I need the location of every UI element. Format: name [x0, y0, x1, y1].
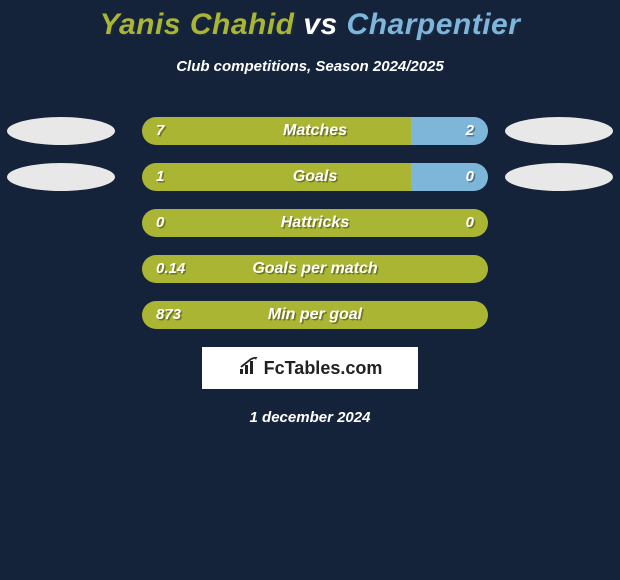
player1-name: Yanis Chahid	[100, 8, 295, 41]
date-label: 1 december 2024	[0, 409, 620, 426]
player1-ellipse	[7, 163, 115, 191]
bar-left-segment	[142, 209, 488, 237]
stat-row: Hattricks00	[5, 209, 615, 237]
player2-ellipse	[505, 117, 613, 145]
logo-text: FcTables.com	[264, 358, 383, 379]
bar-left-segment	[142, 117, 411, 145]
stat-row: Goals10	[5, 163, 615, 191]
stat-rows: Matches72 Goals10 Hattricks00 Goals per mat…	[0, 117, 620, 329]
stat-bar: Goals10	[142, 163, 488, 191]
player1-ellipse	[7, 117, 115, 145]
stat-bar: Matches72	[142, 117, 488, 145]
page-title: Yanis Chahid vs Charpentier	[0, 8, 620, 42]
logo-box: FcTables.com	[202, 347, 418, 389]
stat-row: Matches72	[5, 117, 615, 145]
vs-separator: vs	[303, 8, 337, 41]
bar-right-segment	[411, 117, 488, 145]
stat-row: Goals per match0.14	[5, 255, 615, 283]
chart-icon	[238, 357, 260, 380]
bar-left-segment	[142, 301, 488, 329]
comparison-infographic: Yanis Chahid vs Charpentier Club competi…	[0, 0, 620, 426]
stat-bar: Hattricks00	[142, 209, 488, 237]
subtitle: Club competitions, Season 2024/2025	[0, 58, 620, 75]
player2-ellipse	[505, 163, 613, 191]
stat-row: Min per goal873	[5, 301, 615, 329]
player2-name: Charpentier	[347, 8, 521, 41]
bar-left-segment	[142, 255, 488, 283]
stat-bar: Goals per match0.14	[142, 255, 488, 283]
bar-right-segment	[411, 163, 488, 191]
stat-bar: Min per goal873	[142, 301, 488, 329]
logo: FcTables.com	[238, 357, 383, 380]
bar-left-segment	[142, 163, 411, 191]
